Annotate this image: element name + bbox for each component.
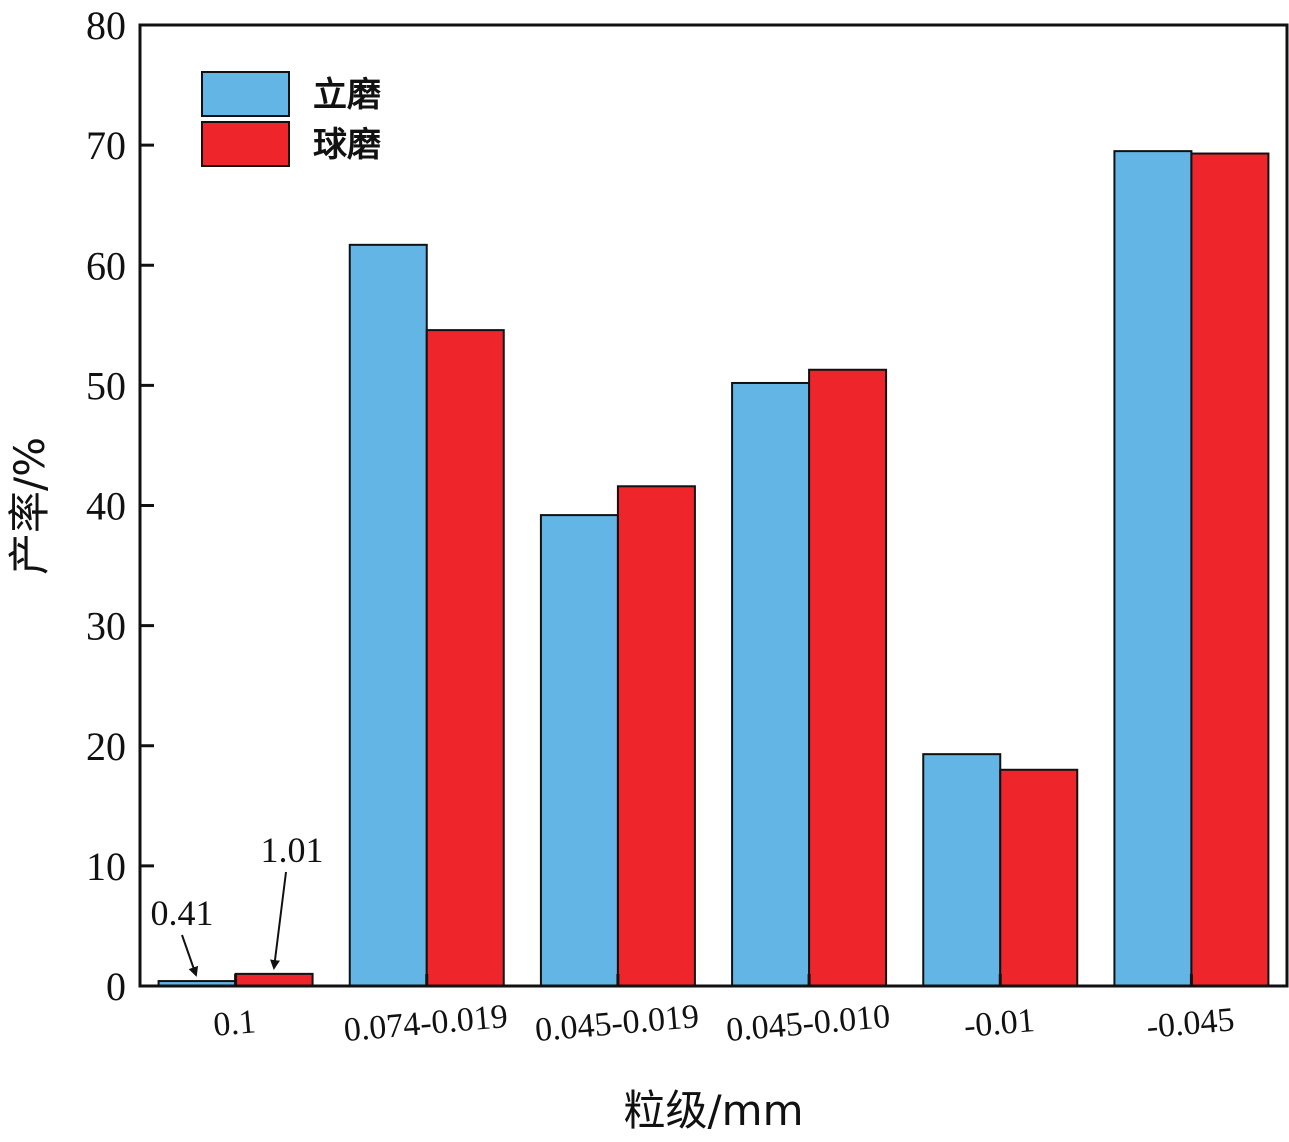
bars-layer bbox=[157, 150, 1270, 988]
data-annotation: 0.41 bbox=[151, 893, 214, 933]
annotations: 0.41 1.01 bbox=[151, 830, 324, 977]
bar-ball-mill bbox=[616, 485, 696, 987]
y-tick-label: 50 bbox=[86, 363, 126, 408]
bar-vertical-mill bbox=[731, 381, 811, 988]
x-tick-label: 0.045-0.010 bbox=[725, 998, 892, 1049]
y-tick-label: 70 bbox=[86, 123, 126, 168]
x-axis: 0.1 0.074-0.019 0.045-0.019 0.045-0.010 -0.0… bbox=[212, 974, 1236, 1049]
data-annotation: 1.01 bbox=[261, 830, 324, 870]
legend-label-vertical-mill: 立磨 bbox=[313, 75, 381, 115]
x-tick-label: 0.074-0.019 bbox=[342, 998, 509, 1049]
y-tick-label: 20 bbox=[86, 724, 126, 769]
legend: 立磨 球磨 bbox=[201, 71, 381, 167]
x-tick-label: -0.045 bbox=[1145, 1001, 1236, 1046]
x-tick-label: 0.1 bbox=[212, 1003, 258, 1044]
y-tick-label: 80 bbox=[86, 3, 126, 48]
bar-vertical-mill bbox=[539, 514, 619, 987]
x-tick-label: -0.01 bbox=[962, 1002, 1036, 1045]
bar-ball-mill bbox=[1190, 152, 1270, 987]
y-tick-label: 30 bbox=[86, 604, 126, 649]
legend-swatch-ball-mill bbox=[201, 121, 290, 167]
bar-vertical-mill bbox=[348, 243, 428, 988]
y-tick-label: 40 bbox=[86, 484, 126, 529]
y-tick-label: 10 bbox=[86, 844, 126, 889]
bar-ball-mill bbox=[234, 972, 314, 987]
annotation-arrow bbox=[270, 871, 287, 970]
x-tick-label: 0.045-0.019 bbox=[534, 998, 701, 1049]
bar-vertical-mill bbox=[1113, 150, 1193, 988]
bar-vertical-mill bbox=[922, 753, 1002, 987]
y-tick-label: 60 bbox=[86, 243, 126, 288]
y-axis-title: 产率/% bbox=[5, 437, 54, 575]
y-axis: 0 10 20 30 40 50 60 70 80 bbox=[86, 3, 154, 1009]
legend-label-ball-mill: 球磨 bbox=[313, 125, 381, 165]
annotation-arrow bbox=[181, 934, 199, 977]
bar-ball-mill bbox=[999, 768, 1079, 988]
bar-ball-mill bbox=[425, 329, 505, 987]
legend-swatch-vertical-mill bbox=[201, 71, 290, 117]
bar-ball-mill bbox=[808, 368, 888, 988]
y-tick-label: 0 bbox=[106, 964, 126, 1009]
x-axis-title: 粒级/mm bbox=[624, 1086, 804, 1135]
